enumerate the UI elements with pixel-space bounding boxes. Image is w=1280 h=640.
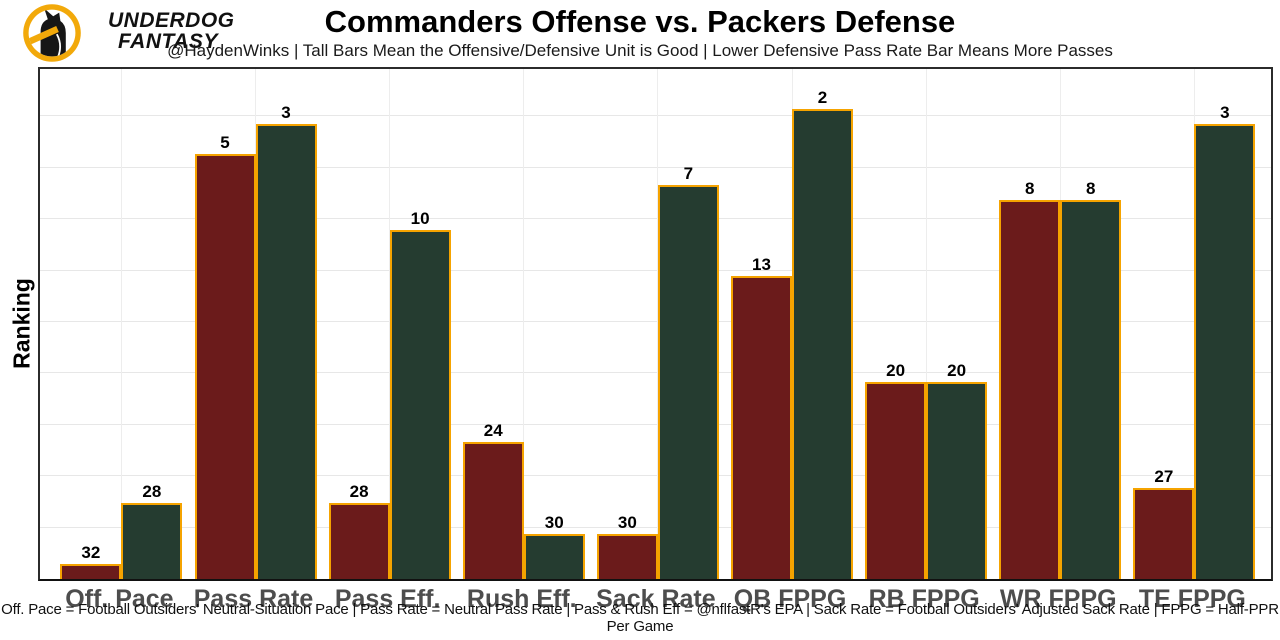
horizontal-gridline <box>40 115 1271 117</box>
offense-bar <box>1133 487 1195 579</box>
chart-subtitle: @HaydenWinks | Tall Bars Mean the Offens… <box>167 41 1113 60</box>
horizontal-gridline <box>40 218 1271 220</box>
x-axis-labels: Off. Pace Pass Rate Pass Eff. Rush Eff. Sack… <box>38 585 1273 615</box>
bar-value-label: 10 <box>410 209 430 229</box>
bar-group-rush-eff-: 24 30 <box>462 421 585 579</box>
defense-bar-wrap: 3 <box>1194 102 1256 579</box>
offense-bar-wrap: 30 <box>596 512 658 579</box>
horizontal-gridline <box>40 166 1271 168</box>
offense-bar-wrap: 5 <box>194 133 256 579</box>
offense-bar-wrap: 13 <box>731 254 793 579</box>
defense-bar-wrap: 20 <box>926 360 988 579</box>
brand-line1: UNDERDOG <box>108 9 235 32</box>
defense-bar-wrap: 3 <box>255 102 317 579</box>
offense-bar <box>462 442 524 579</box>
brand-line2: FANTASY <box>118 30 218 53</box>
y-axis-label: Ranking <box>8 278 35 369</box>
x-axis-label: RB FPPG <box>868 585 980 613</box>
defense-bar <box>1060 199 1122 579</box>
defense-bar <box>792 108 854 579</box>
underdog-fantasy-logo-icon <box>23 4 81 62</box>
horizontal-gridline <box>40 475 1271 477</box>
bar-value-label: 30 <box>544 512 564 532</box>
offense-bar <box>194 154 256 579</box>
bar-value-label: 32 <box>81 542 101 562</box>
horizontal-gridline <box>40 269 1271 271</box>
bar-value-label: 8 <box>1086 178 1096 198</box>
bar-value-label: 5 <box>220 133 230 153</box>
x-axis-label: TE FPPG <box>1138 585 1246 613</box>
offense-bar-wrap: 24 <box>462 421 524 579</box>
defense-bar-wrap: 8 <box>1060 178 1122 579</box>
offense-bar-wrap: 8 <box>999 178 1061 579</box>
defense-bar <box>1194 123 1256 579</box>
bar-value-label: 20 <box>947 360 967 380</box>
bar-value-label: 3 <box>1220 102 1230 122</box>
offense-bar-wrap: 32 <box>60 542 122 579</box>
offense-bar <box>596 533 658 579</box>
bar-value-label: 20 <box>886 360 906 380</box>
horizontal-gridline <box>40 321 1271 322</box>
defense-bar-wrap: 28 <box>121 482 183 579</box>
defense-bar-wrap: 2 <box>792 87 854 579</box>
bar-value-label: 27 <box>1154 466 1174 486</box>
x-axis-label: Rush Eff. <box>466 585 577 613</box>
x-axis-label: WR FPPG <box>999 585 1117 613</box>
defense-bar <box>926 381 988 579</box>
offense-bar-wrap: 28 <box>328 482 390 579</box>
bar-value-label: 3 <box>281 102 291 122</box>
offense-bar <box>60 563 122 579</box>
bar-value-label: 28 <box>349 482 369 502</box>
vertical-gridline <box>925 69 927 579</box>
bar-group-off-pace: 32 28 <box>60 482 183 579</box>
bar-value-label: 24 <box>483 421 503 441</box>
defense-bar <box>657 184 719 579</box>
defense-bar <box>121 503 183 579</box>
bar-group-qb-fppg: 13 2 <box>731 87 854 579</box>
offense-bar-wrap: 20 <box>865 360 927 579</box>
chart-title: Commanders Offense vs. Packers Defense <box>324 4 956 39</box>
defense-bar <box>255 123 317 579</box>
vertical-gridline <box>120 69 122 579</box>
bar-group-te-fppg: 27 3 <box>1133 102 1256 579</box>
footer-glossary: Off. Pace = Football Outsiders' Neutral-… <box>1 601 1279 635</box>
bar-value-label: 8 <box>1025 178 1035 198</box>
bar-group-pass-eff-: 28 10 <box>328 209 451 579</box>
offense-bar-wrap: 27 <box>1133 466 1195 579</box>
offense-bar <box>731 275 793 579</box>
brand-name: UNDERDOG FANTASY <box>108 10 235 52</box>
defense-bar-wrap: 7 <box>657 163 719 579</box>
bar-value-label: 28 <box>142 482 162 502</box>
plot-area: 32 28 5 3 28 10 24 30 30 7 13 2 20 20 8 8 27 3 <box>38 67 1273 581</box>
x-axis-label: QB FPPG <box>733 585 847 613</box>
bar-value-label: 30 <box>617 512 637 532</box>
horizontal-gridline <box>40 423 1271 425</box>
bar-value-label: 13 <box>752 254 771 274</box>
horizontal-gridline <box>40 372 1271 374</box>
offense-bar <box>328 503 390 579</box>
bar-group-rb-fppg: 20 20 <box>865 360 988 579</box>
bar-value-label: 7 <box>683 163 694 183</box>
offense-bar <box>999 199 1061 579</box>
offense-bar <box>865 381 927 579</box>
defense-bar <box>389 230 451 579</box>
x-axis-label: Off. Pace <box>65 585 174 613</box>
bar-group-sack-rate: 30 7 <box>596 163 719 579</box>
defense-bar-wrap: 30 <box>523 512 585 579</box>
bar-value-label: 2 <box>817 87 828 107</box>
horizontal-gridline <box>40 526 1271 528</box>
defense-bar <box>523 533 585 579</box>
vertical-gridline <box>523 69 525 579</box>
defense-bar-wrap: 10 <box>389 209 451 579</box>
x-axis-label: Pass Eff. <box>334 585 441 613</box>
x-axis-label: Pass Rate <box>193 585 314 613</box>
x-axis-label: Sack Rate <box>596 585 716 613</box>
